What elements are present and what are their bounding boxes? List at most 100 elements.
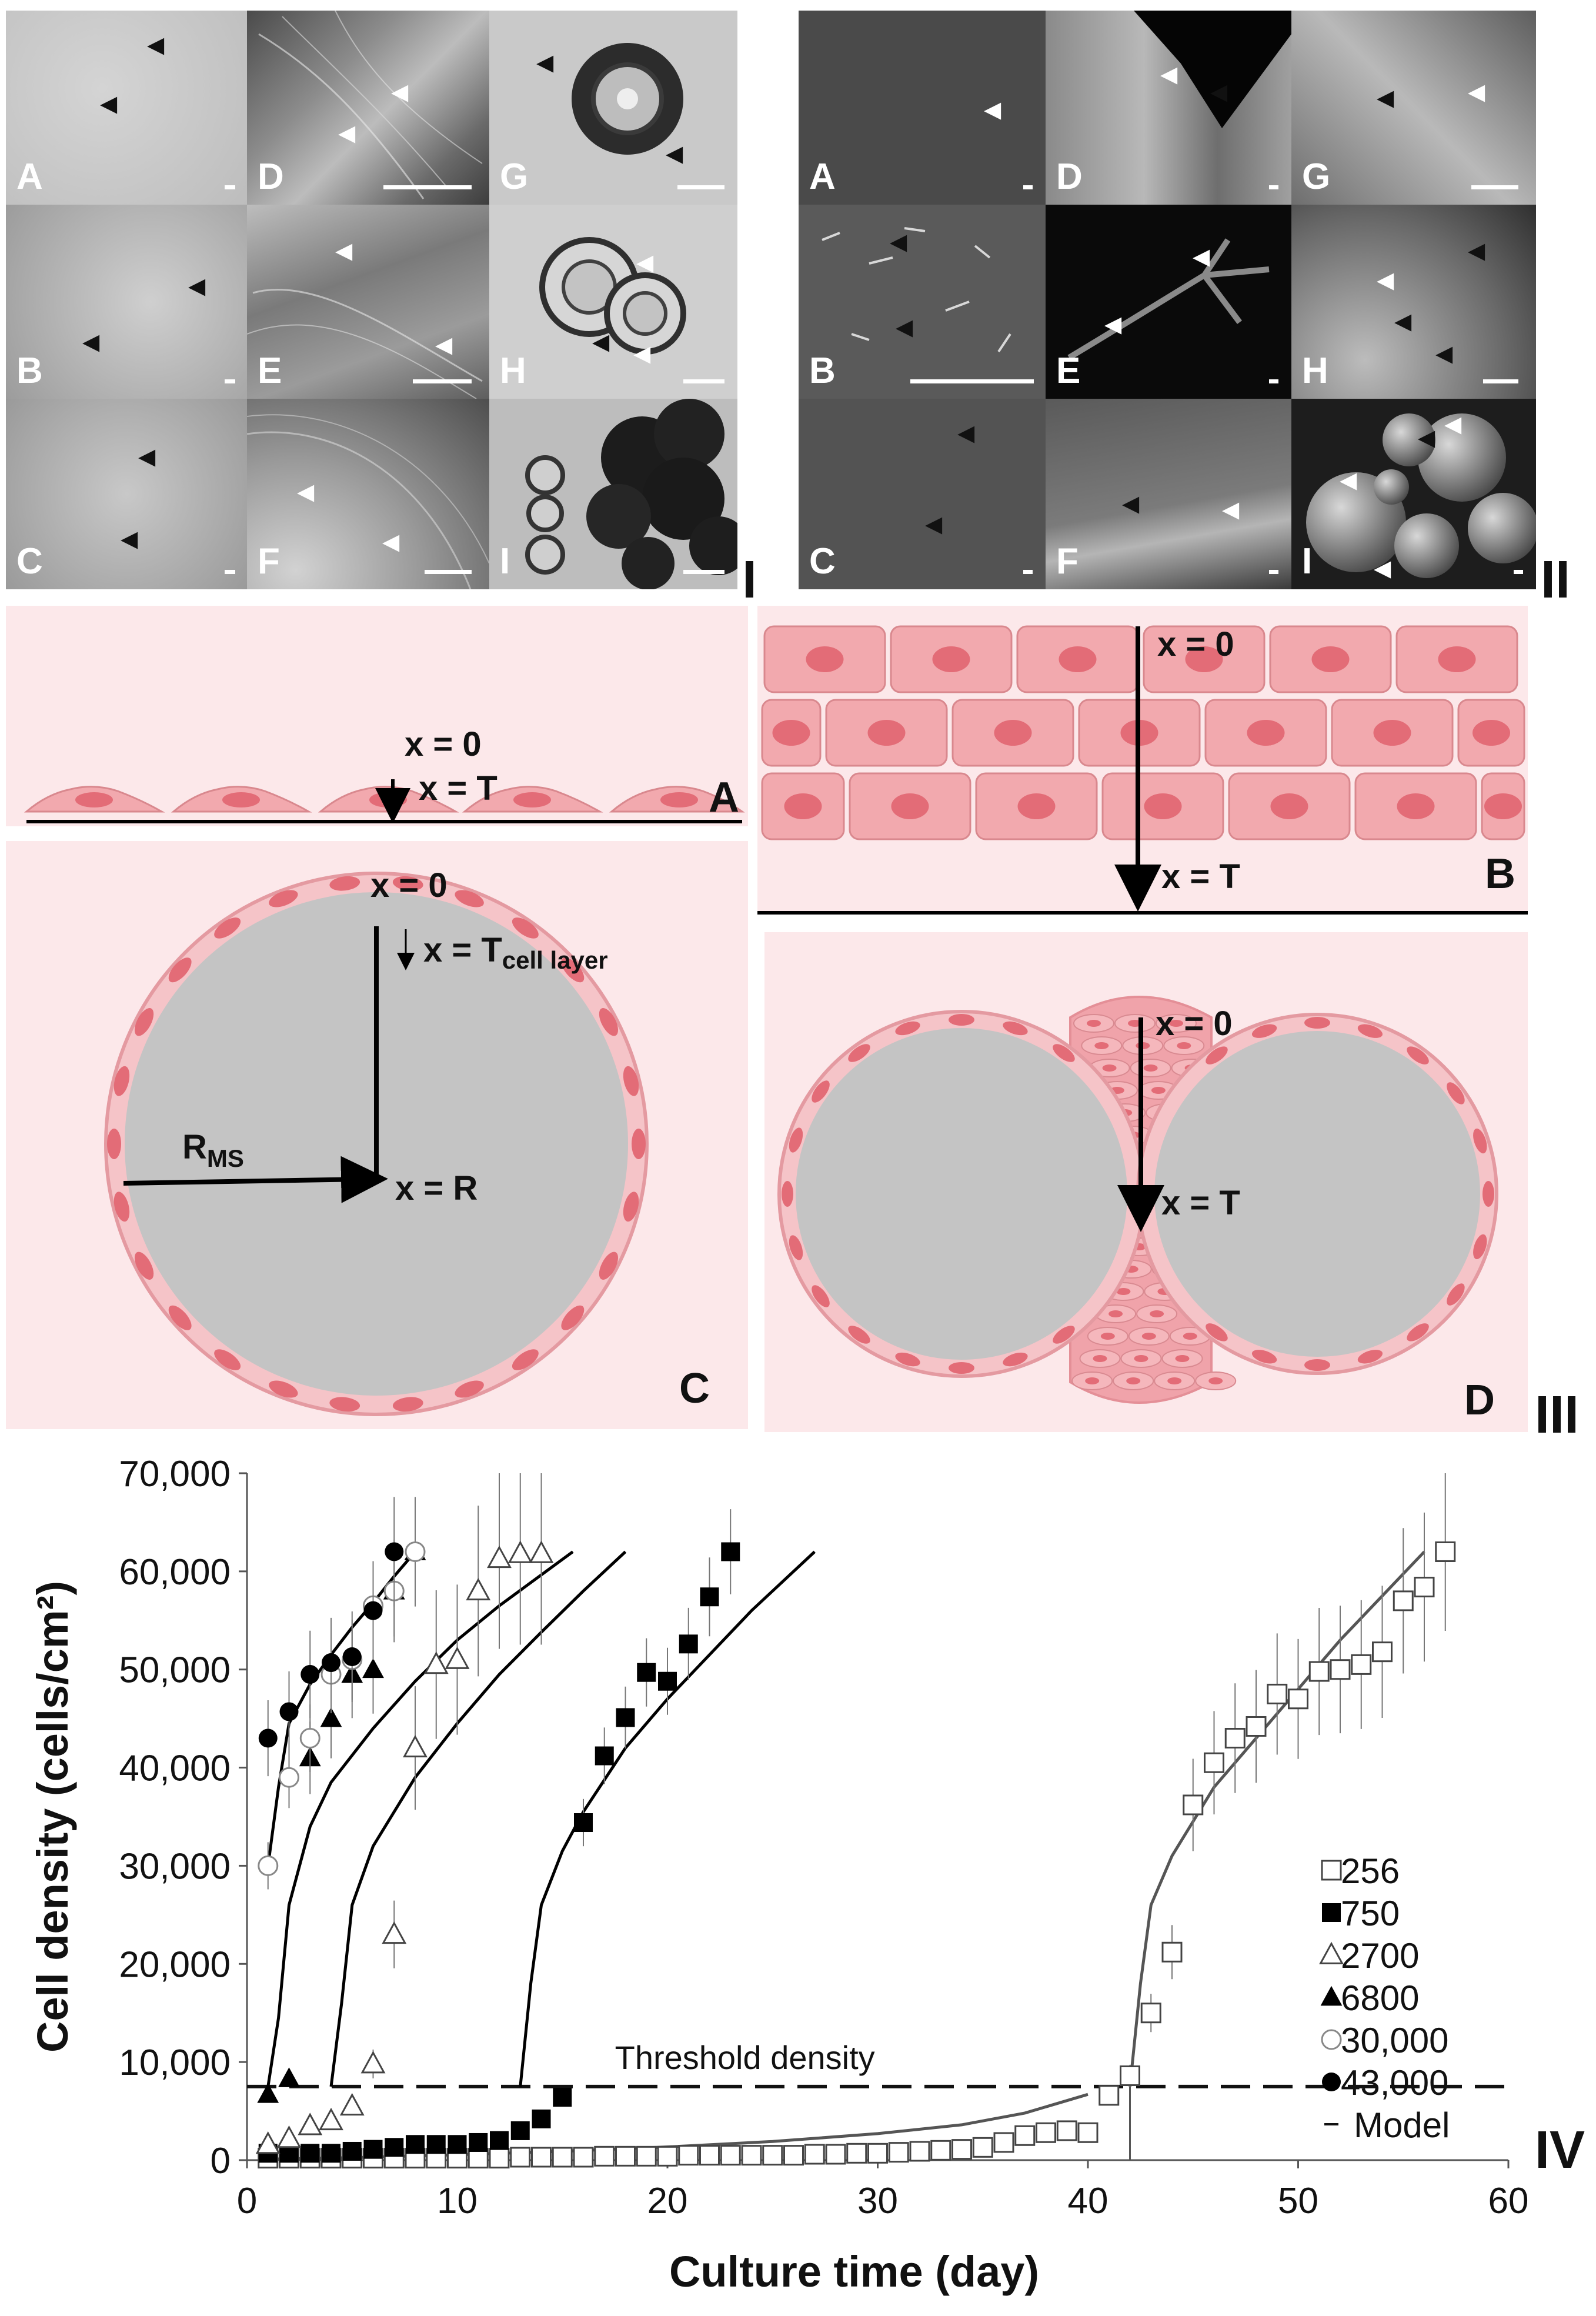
legend-swatch	[1319, 1941, 1344, 1964]
data-point	[594, 2145, 615, 2167]
tile-label: I	[1302, 541, 1313, 582]
data-point	[278, 2067, 300, 2087]
cell-nucleus	[623, 1066, 639, 1096]
cell-nucleus	[113, 1066, 130, 1096]
scale-bar	[413, 379, 472, 383]
cell-nucleus	[632, 1129, 646, 1159]
sem-ii-d: ◀ ◀ D	[1046, 11, 1291, 205]
arrow-icon: ◀	[297, 480, 315, 505]
arrow-icon: ◀	[121, 527, 138, 552]
legend-label: 43,000	[1341, 2063, 1449, 2103]
y-tick-label: 30,000	[119, 1846, 231, 1887]
radius-arrow	[123, 1156, 388, 1203]
cell-nucleus	[1151, 1087, 1166, 1094]
cell-nucleus	[269, 1380, 298, 1398]
sub-panel-letter: B	[1485, 850, 1515, 897]
cell-nucleus	[1175, 1355, 1190, 1362]
data-point	[510, 2147, 531, 2168]
cell-nucleus	[1447, 1082, 1465, 1104]
data-point	[529, 1540, 554, 1563]
legend-label: 256	[1341, 1851, 1400, 1891]
data-point	[382, 1921, 407, 1944]
cell-nucleus	[1003, 1021, 1028, 1036]
cell-nucleus	[512, 1349, 539, 1370]
data-point	[595, 1746, 614, 1766]
microsphere	[539, 237, 686, 355]
sem-ii-h: ◀ ◀ ◀ ◀ H	[1291, 205, 1536, 399]
data-point	[342, 2141, 362, 2161]
arrow-icon: ◀	[1444, 412, 1462, 437]
cell-nucleus	[214, 1349, 241, 1370]
arrow-icon: ◀	[82, 330, 100, 355]
fiber-texture	[247, 289, 483, 399]
data-point	[804, 2144, 825, 2165]
growth-chart: 0 10,000 20,000 30,000 40,000 50,000 60,000 70,…	[28, 1454, 1528, 2296]
data-point	[1183, 1794, 1204, 1816]
legend-swatch	[1322, 1903, 1341, 1922]
cell-layer-rows	[761, 625, 1525, 840]
label-R-sub: MS	[207, 1144, 244, 1172]
scale-bar	[683, 570, 724, 574]
data-point	[363, 1601, 383, 1620]
legend-swatch	[1321, 2029, 1342, 2050]
scale-bar	[683, 379, 724, 383]
cell-nucleus	[1304, 1359, 1330, 1371]
cell-nucleus	[789, 1127, 803, 1153]
micrograph-i-g: ◀ ◀ G	[489, 11, 737, 205]
cell-nucleus	[1311, 646, 1350, 672]
tile-label: G	[500, 156, 529, 197]
cell-nucleus	[113, 1192, 130, 1222]
scale-bar	[910, 379, 1034, 383]
panel-ii-sem: ◀ A ◀ ◀ B ◀ ◀ C ◀ ◀ D ◀ ◀ E ◀ ◀	[799, 11, 1536, 589]
data-point	[362, 1658, 384, 1678]
cell-nucleus	[168, 957, 192, 983]
arrow-icon: ◀	[147, 33, 165, 58]
panel-label-ii: II	[1541, 550, 1571, 609]
cell-nucleus	[1484, 793, 1522, 819]
data-point	[532, 2109, 551, 2128]
x-tick-label: 30	[857, 2181, 898, 2221]
cell-nucleus	[1438, 646, 1476, 672]
cell-nucleus	[1185, 646, 1223, 672]
cell-nucleus	[1357, 1024, 1383, 1038]
data-point	[1056, 2120, 1077, 2141]
scale-bar	[225, 570, 235, 574]
cell-nucleus	[1177, 1042, 1191, 1049]
cell-nucleus	[867, 720, 906, 746]
panel-label-iv: IV	[1535, 2121, 1585, 2180]
cell-nucleus	[994, 720, 1032, 746]
data-point	[678, 2145, 699, 2166]
cell-nucleus	[329, 1397, 360, 1412]
tile-label: A	[16, 156, 43, 197]
scale-bar	[1483, 379, 1518, 383]
arrow-icon: ◀	[391, 80, 409, 105]
microsphere-aggregate	[1306, 413, 1536, 578]
data-point	[423, 1651, 449, 1674]
cell-nucleus	[561, 957, 585, 983]
cell-nucleus	[1169, 1020, 1183, 1027]
arrow-icon: ◀	[1377, 268, 1394, 293]
cell-nucleus	[1397, 793, 1435, 819]
cell-nucleus	[806, 646, 844, 672]
micrograph-i-e: ◀ ◀ E	[247, 205, 489, 399]
y-tick-label: 60,000	[119, 1552, 231, 1593]
cell-nucleus	[1126, 1377, 1141, 1384]
label-R: R	[182, 1128, 207, 1166]
arrow-icon: ◀	[1340, 468, 1357, 493]
arrow-icon: ◀	[1122, 492, 1140, 516]
cell-nucleus	[1304, 1017, 1330, 1029]
tile-label: A	[809, 156, 836, 197]
data-point	[405, 1541, 426, 1562]
cell-nucleus	[599, 1008, 619, 1036]
cell-nucleus	[932, 646, 970, 672]
data-point	[339, 2093, 365, 2116]
data-point	[679, 1634, 698, 1654]
label-xT: x = T	[419, 769, 498, 807]
data-point	[1414, 1577, 1435, 1598]
sem-texture	[1134, 11, 1291, 128]
data-point	[1267, 1683, 1288, 1704]
micrograph-i-h: ◀ ◀ ◀ H	[489, 205, 737, 399]
cell-nucleus	[1141, 1333, 1156, 1340]
data-point	[300, 2144, 320, 2163]
arrow-icon: ◀	[896, 315, 913, 340]
